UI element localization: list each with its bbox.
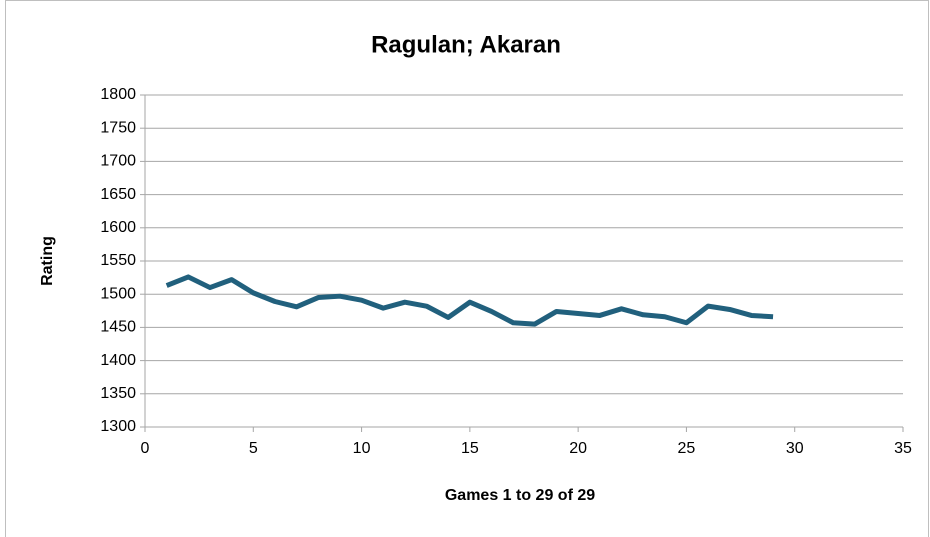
y-tick-label: 1650 <box>100 186 136 203</box>
chart-title: Ragulan; Akaran <box>371 31 561 58</box>
x-tick-label: 20 <box>569 440 587 457</box>
y-tick-label: 1500 <box>100 285 136 302</box>
x-axis-label: Games 1 to 29 of 29 <box>445 487 595 504</box>
y-tick-label: 1400 <box>100 352 136 369</box>
x-tick-label: 10 <box>353 440 371 457</box>
x-tick-label: 0 <box>141 440 150 457</box>
x-tick-label: 5 <box>249 440 258 457</box>
y-tick-label: 1300 <box>100 418 136 435</box>
y-tick-label: 1750 <box>100 119 136 136</box>
y-tick-label: 1350 <box>100 385 136 402</box>
y-tick-label: 1700 <box>100 153 136 170</box>
y-tick-label: 1450 <box>100 319 136 336</box>
x-tick-label: 35 <box>894 440 912 457</box>
y-axis-label: Rating <box>39 236 56 286</box>
x-tick-label: 30 <box>786 440 804 457</box>
x-tick-label: 25 <box>678 440 696 457</box>
chart-frame <box>5 0 929 537</box>
y-tick-label: 1800 <box>100 86 136 103</box>
y-tick-label: 1550 <box>100 252 136 269</box>
data-line <box>165 274 774 327</box>
x-tick-label: 15 <box>461 440 479 457</box>
y-tick-label: 1600 <box>100 219 136 236</box>
